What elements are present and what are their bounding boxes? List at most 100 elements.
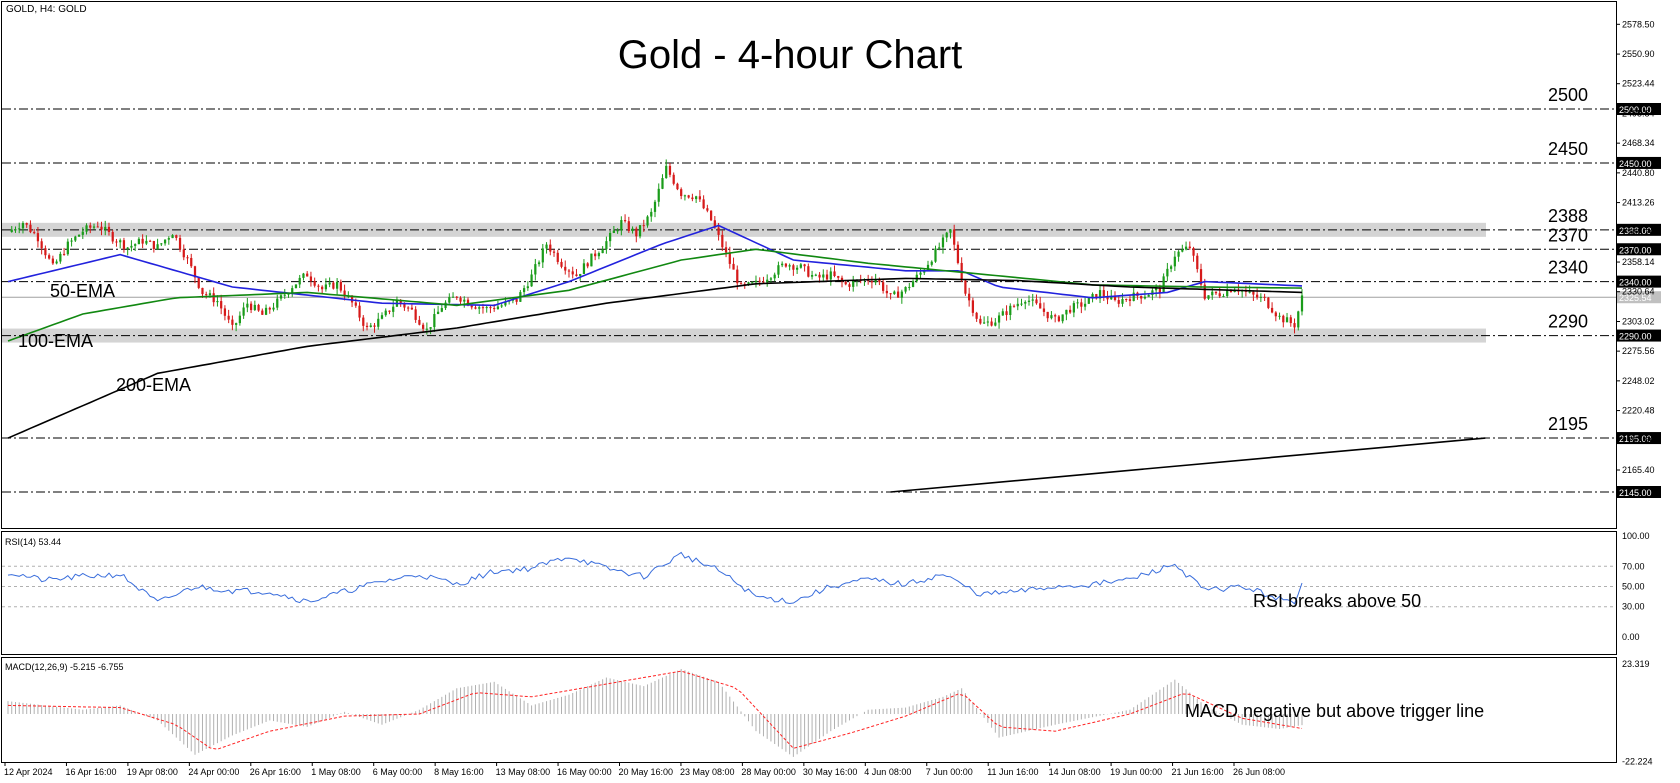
candle-body [818, 274, 821, 278]
x-tick-label: 11 Jun 16:00 [987, 767, 1038, 777]
level-tag-2388.00: 2388.00 [1619, 226, 1652, 236]
candle-body [1106, 296, 1109, 300]
candle-body [1151, 290, 1154, 295]
candle-body [882, 282, 885, 291]
candle-body [1270, 307, 1274, 313]
candle-body [908, 286, 911, 288]
candle-body [373, 325, 376, 327]
rsi-tick-label: 30.00 [1622, 602, 1645, 612]
candle-body [635, 228, 638, 237]
candle-body [1076, 302, 1079, 304]
level-tag-bg-2195.00 [1617, 432, 1661, 445]
candle-body [852, 280, 855, 287]
price-tick-label: 2165.40 [1622, 465, 1655, 475]
candle-body [1229, 290, 1233, 293]
candle-body [317, 285, 320, 287]
candle-body [268, 307, 271, 310]
price-tick-label: 2358.14 [1622, 257, 1655, 267]
candle-body [717, 227, 720, 235]
candle-body [238, 315, 241, 324]
candle-body [698, 196, 701, 200]
candle-body [560, 261, 563, 267]
candle-body [1042, 308, 1046, 312]
candle-body [1222, 296, 1225, 298]
macd-annotation: MACD negative but above trigger line [1185, 701, 1484, 721]
candle-body [407, 307, 410, 309]
candle-body [732, 263, 735, 270]
candle-body [878, 279, 881, 283]
candle-body [48, 255, 51, 259]
candle-body [945, 232, 948, 238]
candle-body [896, 291, 900, 298]
candle-body [384, 310, 387, 316]
candle-body [425, 328, 428, 330]
level-tag-bg-2370.00 [1617, 243, 1661, 256]
candle-body [792, 265, 795, 270]
rsi-tick-label: 70.00 [1622, 561, 1645, 571]
candle-body [436, 311, 440, 315]
candle-body [474, 307, 477, 309]
candle-body [564, 266, 567, 271]
candle-body [1297, 311, 1300, 328]
candle-body [455, 296, 458, 298]
candle-body [141, 238, 144, 244]
candle-body [575, 274, 578, 277]
candle-body [422, 324, 425, 329]
candle-body [953, 229, 956, 245]
candle-body [242, 307, 245, 316]
candle-body [1128, 299, 1132, 301]
candle-body [1050, 315, 1053, 319]
candle-body [893, 291, 896, 295]
candle-body [736, 269, 739, 284]
candle-body [1211, 291, 1214, 296]
candle-body [377, 318, 380, 327]
candle-body [552, 251, 556, 253]
candle-body [335, 281, 339, 289]
x-tick-label: 14 Jun 08:00 [1049, 767, 1101, 777]
candle-body [650, 211, 653, 217]
chart-title: Gold - 4-hour Chart [618, 33, 963, 77]
candle-body [231, 319, 234, 325]
candle-body [167, 238, 170, 240]
candle-body [1278, 315, 1281, 317]
rsi-annotation: RSI breaks above 50 [1253, 591, 1421, 611]
price-tick-label: 2385.76 [1622, 227, 1655, 237]
candle-body [448, 297, 451, 303]
candle-body [365, 325, 369, 327]
candle-body [1214, 291, 1218, 294]
candle-body [276, 298, 279, 308]
candle-body [339, 281, 342, 291]
candle-body [235, 323, 238, 325]
ema-annotation: 200-EMA [116, 375, 191, 395]
candle-body [40, 241, 43, 249]
candle-body [526, 286, 529, 289]
candle-body [833, 271, 836, 277]
macd-tick-label: 23.319 [1622, 659, 1650, 669]
candle-body [769, 278, 773, 280]
candle-body [227, 315, 230, 320]
candle-body [1098, 290, 1102, 299]
candle-body [246, 303, 249, 308]
candle-body [683, 195, 687, 197]
candle-body [982, 322, 986, 324]
candle-body [410, 307, 414, 310]
candle-body [930, 261, 933, 265]
candle-body [1300, 295, 1304, 312]
candle-body [1061, 314, 1064, 322]
candle-body [66, 241, 69, 255]
candle-body [287, 293, 290, 295]
candle-body [803, 264, 806, 267]
candle-body [451, 296, 455, 298]
candle-body [1203, 284, 1206, 299]
candle-body [537, 262, 541, 265]
candle-body [1140, 295, 1143, 299]
x-tick-label: 26 Apr 16:00 [250, 767, 301, 777]
candle-body [328, 282, 331, 285]
candle-body [781, 263, 784, 266]
price-tick-label: 2440.80 [1622, 168, 1655, 178]
price-tick-label: 2550.90 [1622, 49, 1655, 59]
x-tick-label: 12 Apr 2024 [4, 767, 53, 777]
candle-body [126, 247, 129, 249]
candle-body [440, 308, 443, 312]
candle-body [216, 301, 219, 303]
